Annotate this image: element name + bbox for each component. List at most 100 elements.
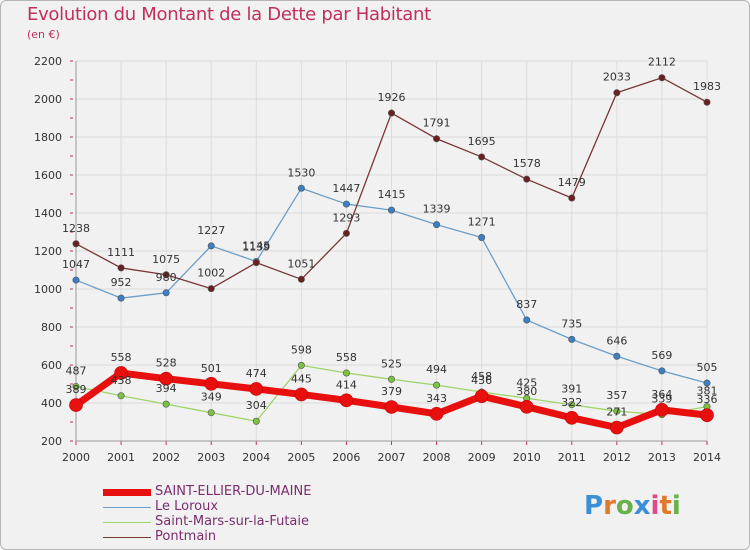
data-label: 436 — [471, 374, 492, 387]
data-label: 1479 — [558, 176, 586, 189]
x-tick-label: 2000 — [62, 451, 90, 464]
data-point — [159, 371, 173, 386]
data-label: 501 — [201, 362, 222, 375]
data-point — [207, 242, 215, 250]
data-label: 558 — [111, 351, 132, 364]
data-label: 505 — [697, 361, 718, 374]
data-label: 349 — [201, 391, 222, 404]
data-label: 271 — [606, 406, 627, 419]
data-label: 343 — [426, 392, 447, 405]
data-label: 391 — [561, 383, 582, 396]
data-label: 1227 — [197, 224, 225, 237]
data-point — [204, 377, 219, 391]
data-point — [568, 401, 576, 409]
data-point — [703, 379, 711, 387]
legend-swatch — [103, 489, 151, 496]
data-point — [658, 74, 666, 82]
data-label: 1926 — [378, 91, 406, 104]
data-label: 528 — [156, 357, 177, 370]
x-tick-label: 2001 — [107, 451, 135, 464]
x-tick-label: 2014 — [693, 451, 721, 464]
data-point — [207, 285, 215, 293]
data-label: 1791 — [423, 117, 451, 130]
data-point — [387, 375, 395, 383]
data-label: 1051 — [287, 257, 315, 270]
data-point — [658, 367, 666, 375]
x-tick-label: 2010 — [513, 451, 541, 464]
data-point — [72, 382, 80, 390]
x-tick-label: 2006 — [332, 451, 360, 464]
x-tick-label: 2004 — [242, 451, 270, 464]
y-tick-label: 1200 — [34, 245, 62, 258]
data-label: 394 — [156, 382, 177, 395]
data-label: 1339 — [423, 203, 451, 216]
legend-label: Le Loroux — [155, 499, 219, 514]
data-label: 558 — [336, 351, 357, 364]
data-point — [69, 398, 83, 412]
x-tick-label: 2007 — [378, 451, 406, 464]
data-point — [342, 200, 350, 208]
data-label: 1578 — [513, 157, 541, 170]
data-point — [117, 392, 125, 400]
data-point — [117, 264, 125, 272]
data-label: 425 — [516, 376, 537, 389]
data-label: 837 — [516, 298, 537, 311]
y-tick-label: 1600 — [34, 169, 62, 182]
data-point — [207, 409, 215, 417]
data-point — [655, 403, 669, 417]
data-point — [568, 194, 576, 202]
data-point — [433, 381, 441, 389]
data-point — [297, 184, 305, 192]
chart-title: Evolution du Montant de la Dette par Hab… — [27, 4, 431, 25]
logo-letter: i — [671, 491, 681, 521]
data-label: 414 — [336, 378, 357, 391]
data-point — [478, 234, 486, 242]
logo-letter: r — [603, 491, 616, 521]
y-tick-label: 1000 — [34, 283, 62, 296]
logo-letter: x — [633, 491, 651, 521]
data-label: 438 — [111, 374, 132, 387]
data-point — [613, 89, 621, 97]
data-label: 952 — [111, 276, 132, 289]
data-label: 1145 — [242, 239, 270, 252]
data-point — [294, 387, 309, 402]
data-point — [523, 175, 531, 183]
data-point — [433, 135, 441, 143]
data-label: 389 — [66, 383, 87, 396]
x-tick-label: 2008 — [423, 451, 451, 464]
data-point — [568, 335, 576, 343]
legend-label: SAINT-ELLIER-DU-MAINE — [155, 484, 312, 499]
data-label: 735 — [561, 317, 582, 330]
data-point — [700, 408, 714, 422]
data-label: 646 — [606, 334, 627, 347]
data-label: 1139 — [242, 241, 270, 254]
data-point — [523, 316, 531, 324]
x-tick-label: 2013 — [648, 451, 676, 464]
proxiti-logo: Proxiti — [584, 491, 681, 521]
data-point — [703, 98, 711, 106]
data-point — [610, 420, 624, 435]
x-tick-label: 2012 — [603, 451, 631, 464]
y-tick-label: 200 — [41, 435, 62, 448]
data-label: 379 — [381, 385, 402, 398]
data-label: 1447 — [332, 182, 360, 195]
data-label: 1983 — [693, 80, 721, 93]
data-point — [564, 411, 579, 425]
data-point — [114, 366, 128, 380]
y-tick-label: 400 — [41, 397, 62, 410]
x-tick-label: 2009 — [468, 451, 496, 464]
data-label: 381 — [697, 385, 718, 398]
data-label: 458 — [471, 370, 492, 383]
data-point — [72, 240, 80, 248]
data-label: 598 — [291, 343, 312, 356]
data-point — [342, 369, 350, 377]
data-label: 474 — [246, 367, 267, 380]
chart-subtitle: (en €) — [27, 28, 60, 41]
legend-swatch — [103, 522, 151, 523]
data-point — [249, 382, 264, 396]
data-label: 339 — [651, 393, 672, 406]
data-label: 1047 — [62, 258, 90, 271]
data-point — [519, 399, 534, 414]
